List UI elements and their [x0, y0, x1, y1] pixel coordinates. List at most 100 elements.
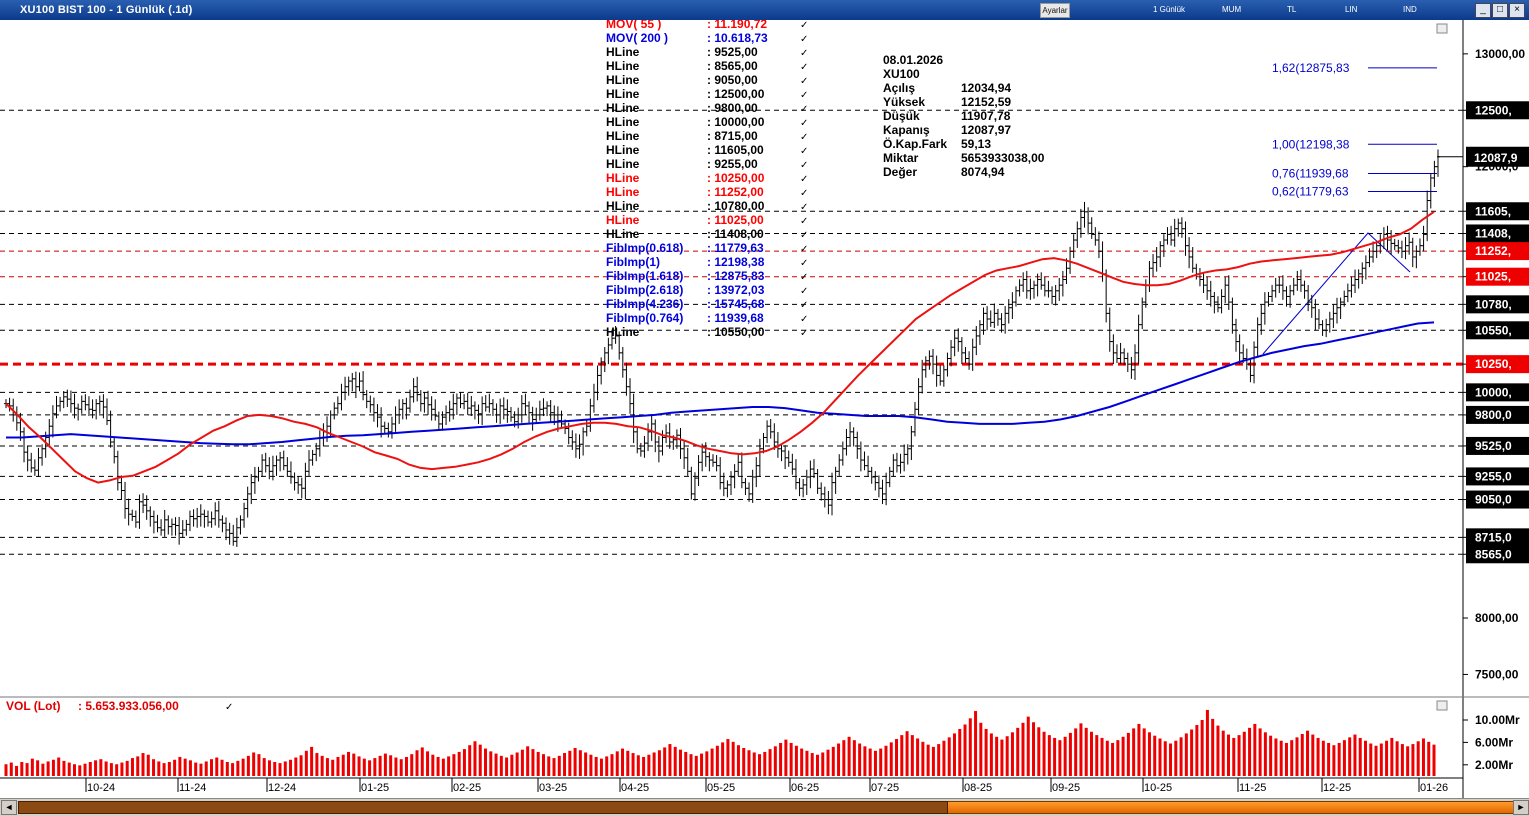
- volume-bar: [310, 746, 314, 776]
- volume-bar: [152, 759, 156, 776]
- scroll-thumb[interactable]: [18, 801, 948, 814]
- info-value: 12087,97: [961, 123, 1011, 137]
- volume-bar: [900, 735, 904, 776]
- currency-selector[interactable]: TL: [1287, 5, 1297, 14]
- scroll-right-icon[interactable]: ►: [1513, 800, 1529, 815]
- volume-bar: [1358, 737, 1362, 776]
- info-label: Düşük: [883, 109, 920, 123]
- legend-value: : 11252,00: [707, 185, 764, 199]
- price-axis-label: 9255,0: [1475, 469, 1512, 483]
- volume-bar: [589, 754, 593, 776]
- volume-bar: [489, 751, 493, 776]
- volume-bar: [1242, 731, 1246, 776]
- price-axis-tag: [1466, 405, 1529, 424]
- volume-bar: [910, 735, 914, 776]
- volume-bar: [636, 755, 640, 776]
- volume-bar: [1295, 737, 1299, 776]
- legend-value: : 12198,38: [707, 255, 765, 269]
- volume-bar: [46, 761, 50, 776]
- time-axis-label: 08-25: [964, 782, 992, 794]
- volume-bar: [273, 762, 277, 776]
- scale-selector[interactable]: LIN: [1345, 5, 1358, 14]
- volume-bar: [1279, 740, 1283, 776]
- volume-bar: [1348, 737, 1352, 776]
- legend-name: HLine: [606, 325, 640, 339]
- legend-value: : 11605,00: [707, 143, 764, 157]
- price-axis-label: 10250,: [1475, 357, 1512, 371]
- indicator-legend: MOV( 55 ): 11.190,72 ✓ MOV( 200 ): 10.618,…: [606, 20, 808, 339]
- volume-bar: [1226, 734, 1230, 776]
- ma55-line: [5, 210, 1435, 484]
- volume-bar: [1132, 728, 1136, 776]
- chart-style-selector[interactable]: MUM: [1222, 5, 1242, 14]
- volume-bar: [1237, 735, 1241, 776]
- volume-bar: [952, 733, 956, 776]
- period-selector[interactable]: 1 Günlük: [1153, 5, 1186, 14]
- volume-bar: [1079, 723, 1083, 776]
- time-axis-label: 10-24: [87, 782, 115, 794]
- volume-bar: [668, 744, 672, 776]
- volume-bar: [299, 755, 303, 776]
- price-chart[interactable]: 1,62(12875,83 1,00(12198,38 0,76(11939,68 0…: [0, 20, 1529, 798]
- time-axis-label: 06-25: [791, 782, 819, 794]
- last-price-text: 12087,9: [1474, 151, 1518, 165]
- last-price-marker: 12087,9: [1437, 146, 1529, 167]
- volume-bar: [1190, 729, 1194, 776]
- volume-bar: [67, 762, 71, 776]
- volume-bar: [1005, 736, 1009, 776]
- volume-bar: [1332, 745, 1336, 776]
- horizontal-scrollbar[interactable]: ◄ ►: [0, 798, 1529, 816]
- info-label: Açılış: [883, 81, 915, 95]
- legend-value: : 10.618,73: [707, 31, 768, 45]
- maximize-icon[interactable]: □: [1492, 3, 1508, 18]
- volume-bar: [304, 750, 308, 776]
- price-axis-tag: [1466, 383, 1529, 402]
- volume-bar: [552, 758, 556, 776]
- volume-bar: [62, 760, 66, 776]
- volume-bar: [389, 755, 393, 776]
- volume-bar: [1232, 737, 1236, 776]
- scroll-left-icon[interactable]: ◄: [1, 800, 17, 815]
- volume-bar: [420, 747, 424, 776]
- volume-bar: [1021, 722, 1025, 776]
- volume-bar: [721, 742, 725, 776]
- volume-panel-options-icon[interactable]: [1436, 700, 1448, 711]
- volume-bar: [1316, 737, 1320, 776]
- settings-button[interactable]: Ayarlar: [1040, 3, 1070, 18]
- volume-bar: [673, 746, 677, 776]
- info-label: XU100: [883, 67, 920, 81]
- legend-name: HLine: [606, 101, 640, 115]
- volume-bar: [826, 749, 830, 776]
- volume-bar: [1116, 740, 1120, 776]
- legend-check-icon: ✓: [800, 34, 808, 45]
- volume-bar: [194, 762, 198, 776]
- volume-bar: [447, 756, 451, 776]
- volume-bar: [921, 741, 925, 776]
- volume-bar: [942, 740, 946, 776]
- volume-bar: [1016, 727, 1020, 776]
- legend-check-icon: ✓: [800, 188, 808, 199]
- volume-bar: [599, 758, 603, 776]
- minimize-icon[interactable]: _: [1475, 3, 1491, 18]
- price-axis-tag: [1466, 545, 1529, 564]
- price-axis-tag: [1466, 202, 1529, 221]
- legend-value: : 12875,83: [707, 269, 765, 283]
- volume-check-icon: ✓: [225, 702, 233, 713]
- volume-bar: [25, 763, 29, 776]
- legend-name: HLine: [606, 59, 640, 73]
- volume-bar: [1095, 735, 1099, 776]
- legend-check-icon: ✓: [800, 314, 808, 325]
- close-icon[interactable]: ×: [1509, 3, 1525, 18]
- legend-value: : 10780,00: [707, 199, 765, 213]
- volume-bar: [1026, 716, 1030, 776]
- legend-name: HLine: [606, 199, 640, 213]
- indicator-menu[interactable]: IND: [1403, 5, 1417, 14]
- volume-bar: [1174, 740, 1178, 776]
- legend-name: HLine: [606, 143, 640, 157]
- legend-value: : 8565,00: [707, 59, 758, 73]
- price-axis-label: 12500,: [1475, 103, 1512, 117]
- volume-bar: [146, 754, 150, 776]
- price-panel-options-icon[interactable]: [1436, 23, 1448, 34]
- legend-name: FibImp(0.764): [606, 311, 683, 325]
- volume-bar: [642, 756, 646, 776]
